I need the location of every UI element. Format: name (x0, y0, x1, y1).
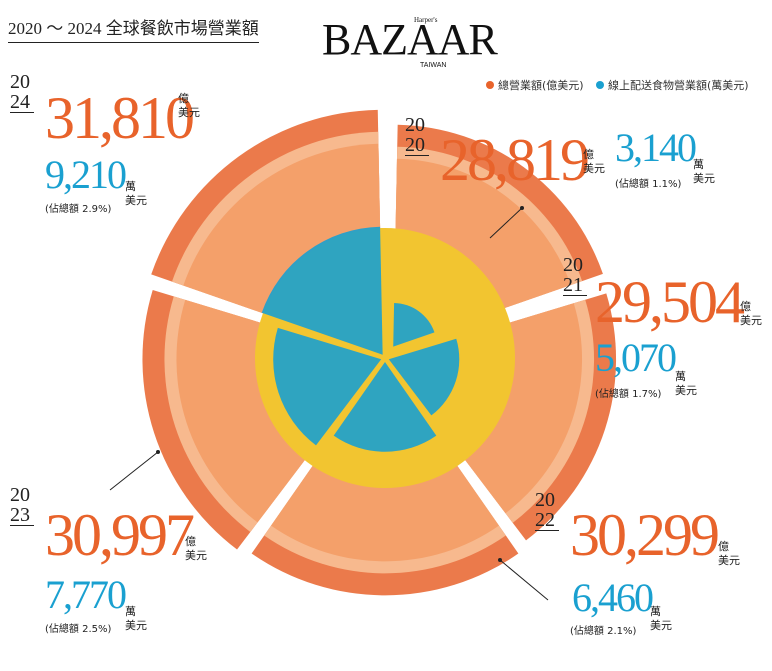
brand-bottom: TAIWAN (420, 62, 447, 69)
share-label: (佔總額 2.9%) (45, 204, 112, 215)
leader-dot (498, 558, 502, 562)
total-unit: 億 (740, 300, 751, 313)
online-unit: 美元 (693, 172, 715, 185)
year-label: 2023 (10, 485, 34, 526)
total-unit: 美元 (583, 162, 605, 175)
total-unit: 美元 (718, 554, 740, 567)
brand-top: Harper's (414, 16, 438, 24)
total-unit: 美元 (178, 106, 200, 119)
online-unit: 美元 (125, 619, 147, 632)
leader-dot (520, 206, 524, 210)
online-unit: 美元 (125, 194, 147, 207)
share-label: (佔總額 2.5%) (45, 624, 112, 635)
online-unit: 萬 (650, 605, 661, 618)
share-label: (佔總額 1.7%) (595, 389, 662, 400)
total-unit: 億 (583, 148, 594, 161)
leader-line (109, 451, 159, 491)
online-unit: 萬 (125, 605, 136, 618)
online-unit: 美元 (650, 619, 672, 632)
legend-item: 總營業額(億美元) (486, 77, 584, 93)
brand: BAZAAR (322, 15, 498, 64)
online-unit: 萬 (125, 180, 136, 193)
total-label: 29,504 (595, 269, 745, 335)
chart-title: 2020 ～ 2024 全球餐飲市場營業額 (8, 14, 259, 43)
year-label: 2022 (535, 490, 559, 531)
online-label: 5,070 (595, 335, 677, 380)
total-label: 31,810 (45, 85, 195, 151)
year-label: 2020 (405, 115, 429, 156)
share-label: (佔總額 1.1%) (615, 179, 682, 190)
online-unit: 美元 (675, 384, 697, 397)
online-label: 9,210 (45, 152, 127, 197)
total-unit: 美元 (740, 314, 762, 327)
legend-label: 線上配送食物營業額(萬美元) (608, 79, 749, 92)
legend-label: 總營業額(億美元) (498, 79, 584, 92)
total-label: 30,299 (570, 502, 720, 568)
online-label: 3,140 (615, 125, 697, 170)
legend-item: 線上配送食物營業額(萬美元) (596, 77, 749, 93)
legend-swatch (486, 81, 494, 89)
total-label: 28,819 (440, 127, 590, 193)
online-label: 7,770 (45, 572, 127, 617)
online-slice (261, 226, 383, 355)
total-unit: 億 (178, 92, 189, 105)
online-slice (273, 327, 382, 446)
online-slice (388, 338, 460, 416)
leader-line (489, 207, 523, 239)
online-slice (333, 362, 437, 452)
share-label: (佔總額 2.1%) (570, 626, 637, 637)
online-slice (393, 303, 435, 347)
year-label: 2024 (10, 72, 34, 113)
legend-swatch (596, 81, 604, 89)
leader-dot (156, 450, 160, 454)
leader-line (499, 559, 549, 601)
total-unit: 億 (718, 540, 729, 553)
online-label: 6,460 (572, 575, 654, 620)
total-label: 30,997 (45, 502, 195, 568)
total-unit: 美元 (185, 549, 207, 562)
online-unit: 萬 (693, 158, 704, 171)
total-unit: 億 (185, 535, 196, 548)
online-unit: 萬 (675, 370, 686, 383)
year-label: 2021 (563, 255, 587, 296)
